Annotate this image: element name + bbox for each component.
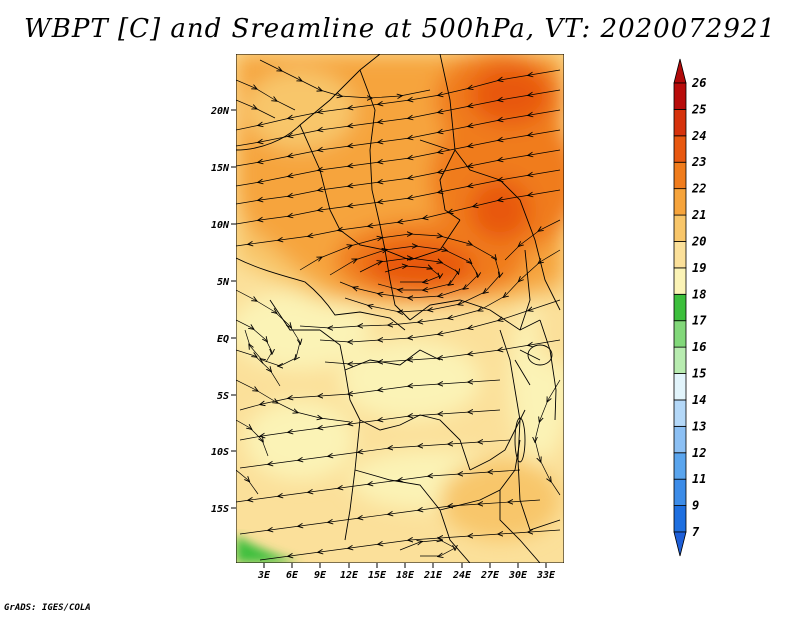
colorbar-swatch xyxy=(673,109,687,137)
map-plot-area xyxy=(236,54,564,563)
colorbar-label: 15 xyxy=(692,367,706,381)
colorbar-label: 18 xyxy=(692,287,706,301)
axis-ticks xyxy=(231,109,547,568)
latitude-labels: 20N 15N 10N 5N EQ 5S 10S 15S xyxy=(210,106,230,515)
colorbar-label: 19 xyxy=(692,261,706,275)
lat-label: 5S xyxy=(217,391,229,402)
colorbar-swatch xyxy=(673,161,687,190)
colorbar-label: 7 xyxy=(692,525,700,539)
colorbar-swatch xyxy=(673,452,687,480)
lat-label: 15N xyxy=(211,163,230,174)
colorbar-swatch xyxy=(673,241,687,269)
lon-label: 21E xyxy=(423,570,443,581)
lat-label: 15S xyxy=(211,504,229,515)
lon-label: 3E xyxy=(257,570,271,581)
lat-label: 10S xyxy=(211,447,229,458)
colorbar-label: 9 xyxy=(692,499,699,513)
colorbar-label: 14 xyxy=(692,393,706,407)
lon-label: 12E xyxy=(340,570,359,581)
colorbar-swatch xyxy=(673,293,687,322)
colorbar-swatch xyxy=(673,478,687,506)
colorbar-swatch xyxy=(673,346,687,374)
colorbar-label: 11 xyxy=(692,472,706,486)
colorbar-label: 21 xyxy=(691,208,706,222)
longitude-labels: 3E 6E 9E 12E 15E 18E 21E 24E 27E 30E 33E xyxy=(257,570,556,581)
colorbar-label: 22 xyxy=(691,182,706,196)
colorbar-label: 20 xyxy=(691,234,706,248)
lon-label: 30E xyxy=(508,570,528,581)
colorbar-label: 24 xyxy=(691,129,706,143)
colorbar-swatch xyxy=(673,135,687,163)
colorbar-swatch xyxy=(673,82,687,110)
colorbar-label: 12 xyxy=(692,446,706,460)
colorbar-label: 26 xyxy=(691,76,706,90)
colorbar-swatch xyxy=(673,425,687,454)
colorbar-swatch xyxy=(673,373,687,401)
colorbar-swatch xyxy=(673,267,687,295)
lon-label: 33E xyxy=(536,570,556,581)
colorbar-label: 16 xyxy=(692,340,706,354)
wbpt-shading xyxy=(236,54,564,540)
footer-credit: GrADS: IGES/COLA xyxy=(4,603,91,613)
map-title: WBPT [C] and Sreamline at 500hPa, VT: 20… xyxy=(24,14,776,44)
colorbar-swatch xyxy=(673,399,687,427)
colorbar-swatch xyxy=(673,505,687,533)
green-patch xyxy=(236,535,300,563)
colorbar-label: 17 xyxy=(692,314,707,328)
colorbar-swatch xyxy=(673,320,687,348)
colorbar-swatch xyxy=(673,214,687,242)
streamlines xyxy=(236,59,561,561)
colorbar-label: 23 xyxy=(691,155,706,169)
lon-label: 15E xyxy=(368,570,387,581)
lon-label: 6E xyxy=(286,570,299,581)
colorbar-label: 25 xyxy=(691,102,706,116)
lon-label: 24E xyxy=(452,570,472,581)
lat-label: 5N xyxy=(217,277,230,288)
colorbar-label: 13 xyxy=(692,419,706,433)
colorbar: 7 9 11 12 13 14 15 16 17 18 19 20 21 22 23 24 25 26 xyxy=(673,58,707,557)
lon-label: 27E xyxy=(480,570,500,581)
lat-label: 10N xyxy=(211,220,230,231)
colorbar-min-arrow xyxy=(673,531,687,557)
colorbar-max-arrow xyxy=(673,58,687,84)
lat-label: EQ xyxy=(217,334,229,345)
lon-label: 9E xyxy=(314,570,327,581)
lat-label: 20N xyxy=(210,106,230,117)
lon-label: 18E xyxy=(396,570,415,581)
colorbar-swatch xyxy=(673,188,687,216)
